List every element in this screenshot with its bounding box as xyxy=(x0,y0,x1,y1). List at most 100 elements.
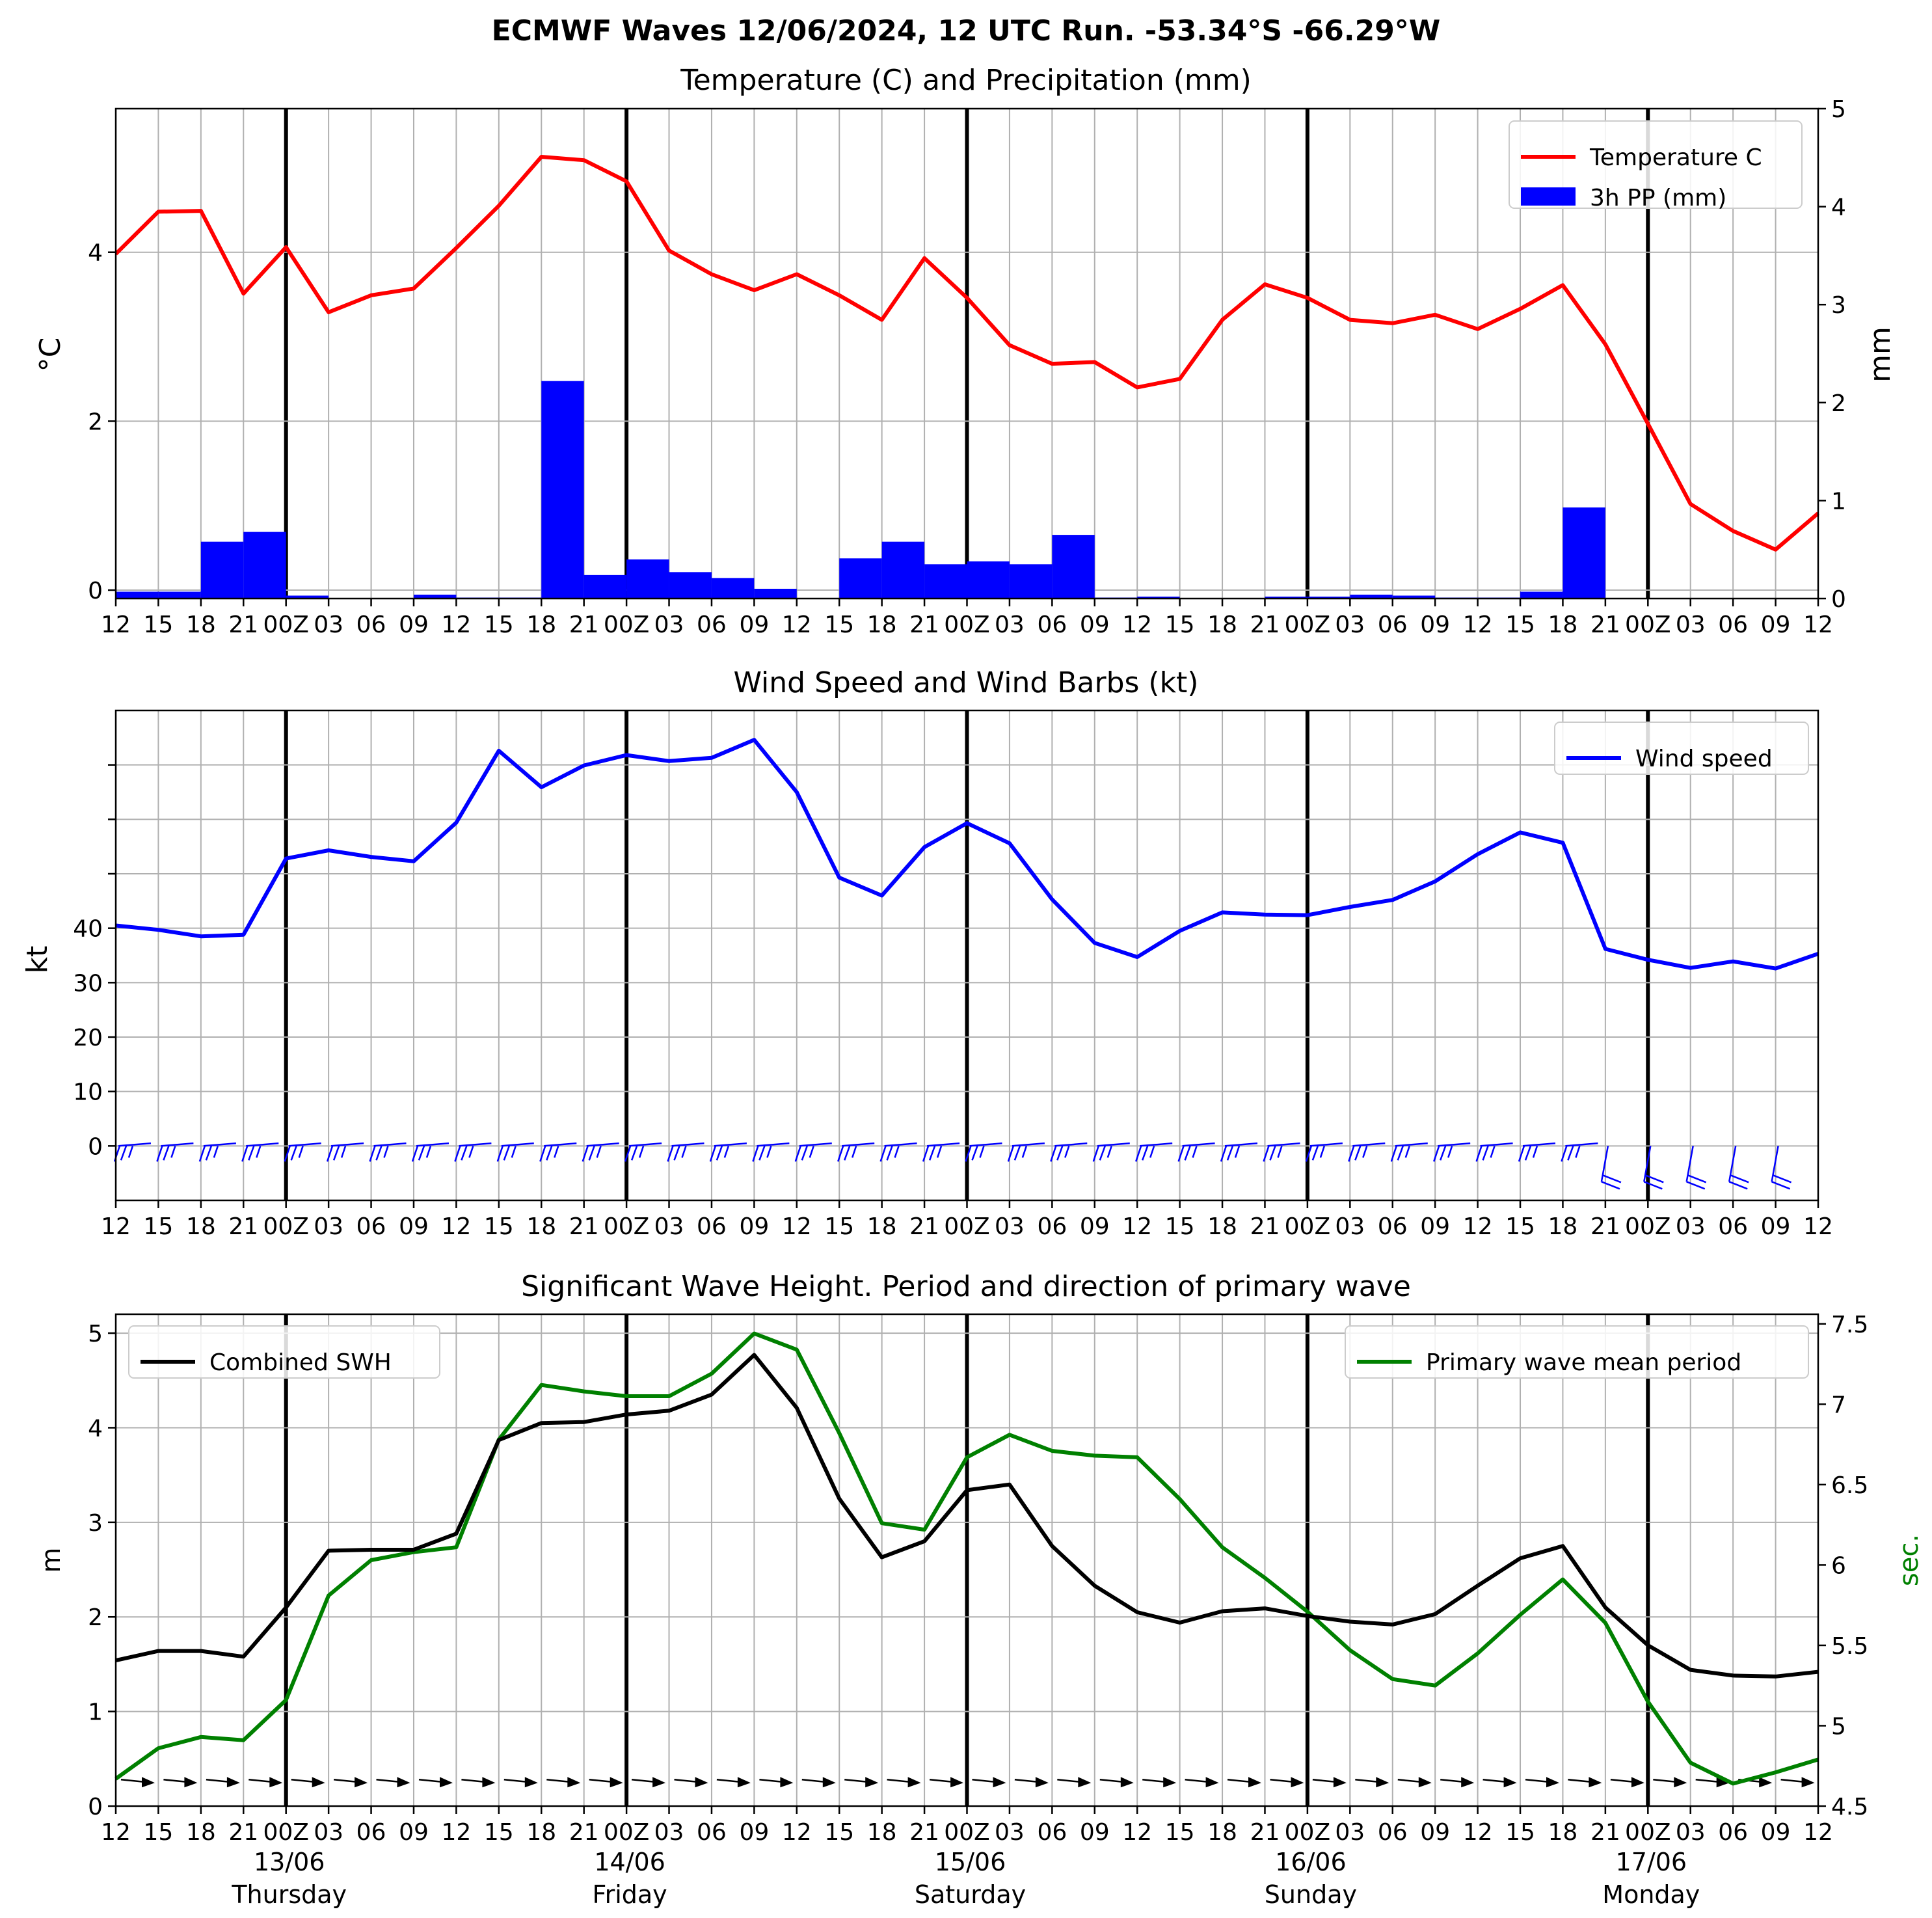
wind-barb-staff xyxy=(331,1142,364,1147)
day-name-label: Saturday xyxy=(915,1880,1026,1909)
wave-arrow-head xyxy=(397,1777,410,1788)
wind-barb-flag xyxy=(1561,1145,1568,1162)
wind-barb-flag xyxy=(1575,1145,1581,1158)
wind-barb-flag xyxy=(127,1145,134,1158)
wind-barb-flag xyxy=(461,1145,468,1161)
wind-barb-staff xyxy=(1480,1142,1513,1147)
x-tick-label: 06 xyxy=(1378,612,1408,638)
x-tick-label: 03 xyxy=(1335,1819,1365,1846)
precip-bar xyxy=(584,574,627,599)
day-name-label: Sunday xyxy=(1265,1880,1357,1909)
wave-direction-arrow xyxy=(1525,1777,1559,1788)
wind-barb xyxy=(1007,1142,1045,1162)
x-tick-label: 03 xyxy=(995,612,1025,638)
x-tick-label: 03 xyxy=(1676,1213,1706,1240)
y-tick-label: 0 xyxy=(88,578,103,604)
x-tick-label: 09 xyxy=(399,1819,429,1846)
legend-label: Wind speed xyxy=(1635,746,1773,772)
wind-barb-flag xyxy=(1177,1145,1185,1162)
wave-arrow-head xyxy=(1163,1777,1177,1788)
wind-barb-staff xyxy=(161,1142,194,1147)
precip-bar xyxy=(1563,507,1605,599)
wind-barb-flag xyxy=(503,1145,510,1161)
chart-main-title: ECMWF Waves 12/06/2024, 12 UTC Run. -53.… xyxy=(492,14,1441,47)
wind-barb-staff xyxy=(1728,1146,1737,1182)
wave-arrow-head xyxy=(1461,1777,1475,1788)
wave-arrow-head xyxy=(1418,1777,1432,1788)
wind-barb xyxy=(1305,1142,1343,1162)
wind-barb-flag xyxy=(1397,1145,1404,1161)
x-tick-label: 21 xyxy=(909,1213,939,1240)
wind-barb-flag xyxy=(1311,1145,1319,1161)
legend-box xyxy=(1345,1325,1809,1379)
y-tick-label: 10 xyxy=(73,1079,103,1106)
x-tick-label: 09 xyxy=(1761,1213,1791,1240)
y-tick-label: 1 xyxy=(88,1699,103,1726)
legend-swatch xyxy=(1521,187,1576,206)
x-tick-label: 06 xyxy=(1378,1213,1408,1240)
wave-direction-arrow xyxy=(929,1777,964,1788)
wind-barb xyxy=(879,1142,917,1162)
x-tick-label: 06 xyxy=(356,612,386,638)
x-tick-label: 09 xyxy=(739,612,769,638)
wind-barb xyxy=(794,1142,832,1162)
precip-bar xyxy=(1009,564,1053,599)
wind-barb-flag xyxy=(1013,1145,1021,1161)
wind-barb-staff xyxy=(884,1142,917,1147)
day-name-label: Friday xyxy=(593,1880,667,1909)
wind-barb xyxy=(454,1142,492,1162)
panel-title: Significant Wave Height. Period and dire… xyxy=(521,1270,1411,1303)
wave-arrow-head xyxy=(142,1777,155,1788)
x-tick-label: 03 xyxy=(995,1819,1025,1846)
legend-box xyxy=(128,1325,440,1379)
wind-barb-flag xyxy=(596,1145,602,1158)
wind-barb xyxy=(1390,1142,1428,1162)
x-tick-label: 15 xyxy=(144,1213,174,1240)
wind-barb-staff xyxy=(1600,1146,1609,1182)
wind-barb-staff xyxy=(118,1142,152,1147)
x-tick-label: 12 xyxy=(441,612,471,638)
wind-barb-flag xyxy=(1107,1145,1112,1158)
wind-barb-flag xyxy=(554,1145,559,1158)
x-tick-label: 12 xyxy=(1122,612,1152,638)
y2-tick-label: 4.5 xyxy=(1831,1794,1868,1820)
wind-barb-staff xyxy=(1267,1142,1300,1147)
x-tick-label: 15 xyxy=(824,612,854,638)
precip-bar xyxy=(754,588,797,599)
precip-bar xyxy=(541,381,584,599)
wind-barb-flag xyxy=(418,1145,425,1161)
wave-direction-arrow xyxy=(503,1777,538,1788)
x-tick-label: 21 xyxy=(228,1213,258,1240)
wind-barb-flag xyxy=(383,1145,389,1158)
precip-bar xyxy=(158,591,201,599)
wave-arrow-head xyxy=(1546,1777,1559,1788)
wind-barb-flag xyxy=(298,1145,304,1158)
x-tick-label: 03 xyxy=(314,1213,343,1240)
x-tick-label: 09 xyxy=(1761,612,1791,638)
precip-bar xyxy=(1265,596,1308,599)
wave-arrow-head xyxy=(440,1777,453,1788)
precip-bar xyxy=(669,572,712,599)
wind-barb xyxy=(198,1142,236,1162)
wind-barb-flag xyxy=(375,1145,382,1161)
x-tick-label: 21 xyxy=(1250,1819,1280,1846)
wave-direction-arrow xyxy=(376,1777,410,1788)
wind-barb xyxy=(1475,1142,1513,1162)
x-tick-label: 09 xyxy=(1420,612,1450,638)
y-tick-label: 30 xyxy=(73,970,103,997)
x-tick-label: 06 xyxy=(1378,1819,1408,1846)
wind-barb-staff xyxy=(1140,1142,1173,1147)
wind-barb-staff xyxy=(1771,1146,1779,1182)
y2-axis-label: sec. xyxy=(1894,1534,1924,1586)
legend-label: Primary wave mean period xyxy=(1426,1349,1741,1376)
wave-arrow-head xyxy=(1078,1777,1092,1788)
x-tick-label: 06 xyxy=(697,1819,727,1846)
wave-arrow-head xyxy=(822,1777,836,1788)
x-tick-label: 06 xyxy=(1037,1819,1067,1846)
x-tick-label: 12 xyxy=(101,1819,131,1846)
x-tick-label: 03 xyxy=(1676,612,1706,638)
y2-tick-label: 5 xyxy=(1831,96,1846,123)
wind-barb-flag xyxy=(1602,1174,1622,1183)
x-tick-label: 21 xyxy=(909,612,939,638)
legend-label: 3h PP (mm) xyxy=(1590,185,1726,211)
